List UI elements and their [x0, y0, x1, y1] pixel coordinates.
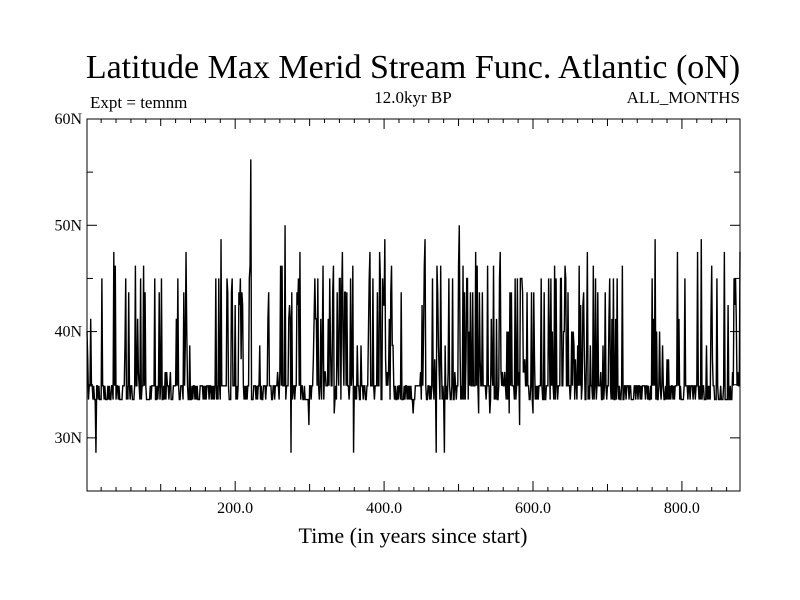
y-tick-label: 50N: [54, 217, 82, 234]
subtitle-expt: Expt = temnm: [90, 93, 187, 112]
x-tick-label: 400.0: [366, 500, 402, 517]
x-axis: 200.0 400.0 600.0 800.0: [100, 119, 728, 517]
x-tick-label: 200.0: [217, 500, 253, 517]
plot-frame: [86, 118, 741, 492]
subtitle-months: ALL_MONTHS: [627, 88, 740, 107]
y-tick-label: 30N: [54, 430, 82, 447]
y-tick-label: 40N: [54, 324, 82, 341]
x-tick-label: 600.0: [515, 500, 551, 517]
x-tick-label: 800.0: [664, 500, 700, 517]
y-axis: 30N 40N 50N 60N: [54, 111, 740, 492]
series-line: [86, 159, 741, 453]
y-tick-label: 60N: [54, 111, 82, 128]
plot-content: [86, 159, 741, 453]
x-axis-label: Time (in years since start): [299, 523, 528, 548]
chart-title: Latitude Max Merid Stream Func. Atlantic…: [86, 49, 740, 86]
subtitle-period: 12.0kyr BP: [374, 88, 451, 107]
